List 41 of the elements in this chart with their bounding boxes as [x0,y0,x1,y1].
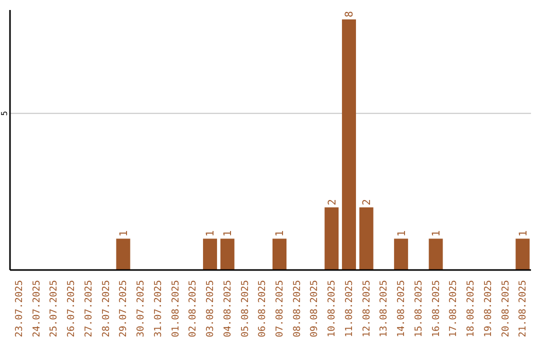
data-label: 1 [118,230,130,237]
x-tick-label: 23.07.2025 [14,280,26,338]
data-label: 1 [430,230,442,237]
x-tick-label: 26.07.2025 [66,280,78,338]
x-tick-label: 31.07.2025 [152,280,164,338]
data-label: 1 [222,230,234,237]
data-label: 8 [344,11,356,18]
x-tick-label: 15.08.2025 [413,280,424,338]
x-tick-label: 06.08.2025 [257,280,268,338]
x-tick-label: 05.08.2025 [240,280,251,338]
x-tick-label: 03.08.2025 [205,280,216,338]
data-label: 1 [396,230,408,237]
x-tick-label: 18.08.2025 [466,280,477,338]
x-tick-label: 07.08.2025 [274,280,286,338]
x-tick-label: 28.07.2025 [100,280,112,338]
x-tick-label: 25.07.2025 [48,280,60,338]
x-tick-label: 01.08.2025 [170,280,182,338]
x-tick-label: 16.08.2025 [430,280,442,338]
x-tick-label: 24.07.2025 [31,280,42,338]
data-label: 1 [204,230,217,237]
x-tick-label: 17.08.2025 [448,280,460,338]
x-tick-label: 14.08.2025 [396,280,408,338]
x-tick-label: 30.07.2025 [136,280,147,338]
data-label: 1 [274,230,286,237]
x-tick-label: 08.08.2025 [292,280,303,338]
data-label: 1 [517,230,530,237]
x-tick-label: 02.08.2025 [188,280,199,338]
x-tick-label: 29.07.2025 [118,280,130,338]
x-tick-label: 20.08.2025 [500,280,512,338]
x-tick-label: 04.08.2025 [222,280,234,338]
x-tick-label: 27.07.2025 [83,280,94,338]
x-tick-label: 13.08.2025 [378,280,390,338]
x-tick-label: 10.08.2025 [326,280,338,338]
data-label: 2 [361,199,374,206]
data-label: 2 [326,199,338,206]
x-tick-label: 12.08.2025 [361,280,372,338]
x-tick-label: 09.08.2025 [309,280,320,338]
y-tick-label: 5 [0,110,9,116]
x-tick-label: 21.08.2025 [518,280,529,338]
x-tick-label: 19.08.2025 [482,280,494,338]
x-tick-label: 11.08.2025 [344,280,355,338]
